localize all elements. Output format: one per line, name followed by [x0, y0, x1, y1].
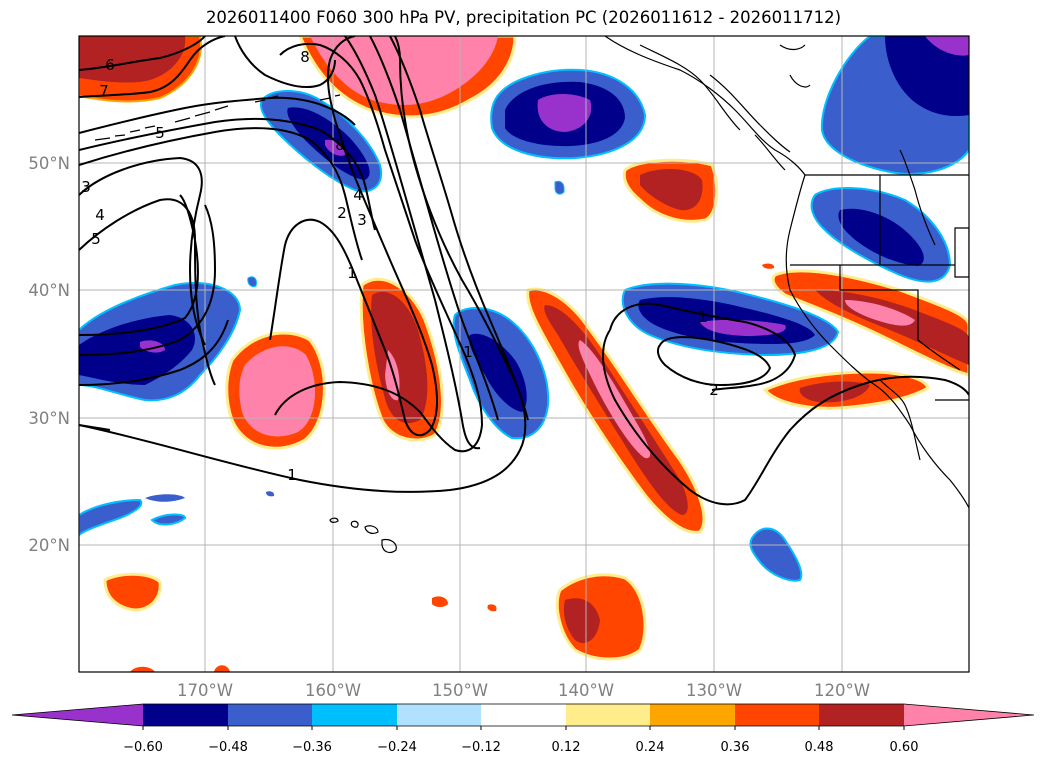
lat-label-30n: 30°N — [28, 409, 70, 428]
colorbar-segment — [143, 704, 228, 726]
lon-label-160w: 160°W — [305, 681, 361, 700]
colorbar-segment — [228, 704, 312, 726]
contour-label-4: 4 — [95, 206, 105, 224]
map-frame — [78, 35, 970, 673]
colorbar-segment — [819, 704, 904, 726]
contour-label-3b: 3 — [357, 211, 367, 229]
contour-label-2b: 2 — [709, 381, 719, 399]
colorbar-tick-label: 0.48 — [805, 740, 834, 755]
map-area: 6 7 8 5 4 5 3 8 4 3 2 1 1 2 1 1 — [79, 36, 969, 672]
colorbar-segment — [566, 704, 650, 726]
colorbar-segment — [650, 704, 735, 726]
colorbar-segment — [312, 704, 397, 726]
contour-label-2: 2 — [337, 204, 347, 222]
contour-label-4b: 4 — [353, 186, 363, 204]
longitude-labels: 170°W 160°W 150°W 140°W 130°W 120°W — [177, 681, 870, 700]
colorbar-tick-label: 0.36 — [721, 740, 750, 755]
colorbar-tick-label: −0.12 — [461, 740, 501, 755]
colorbar-tick-label: −0.24 — [377, 740, 417, 755]
contour-label-1d: 1 — [287, 466, 297, 484]
contour-label-5: 5 — [155, 124, 165, 142]
lon-label-170w: 170°W — [177, 681, 233, 700]
contour-label-8: 8 — [300, 48, 310, 66]
colorbar-segment — [481, 704, 566, 726]
colorbar-tick-label: 0.24 — [636, 740, 665, 755]
contour-label-7: 7 — [99, 82, 109, 100]
colorbar: −0.60 −0.48 −0.36 −0.24 −0.12 0.12 0.24 0.36 0.4… — [11, 703, 1035, 755]
colorbar-tick-label: 0.12 — [552, 740, 581, 755]
colorbar-tick-label: 0.60 — [890, 740, 919, 755]
colorbar-tick-label: −0.36 — [292, 740, 332, 755]
contour-label-1b: 1 — [463, 343, 473, 361]
latitude-labels: 50°N 40°N 30°N 20°N — [28, 154, 70, 555]
colorbar-ticks: −0.60 −0.48 −0.36 −0.24 −0.12 0.12 0.24 0.36 0.4… — [123, 726, 918, 755]
lon-label-150w: 150°W — [432, 681, 488, 700]
contour-label-3: 3 — [81, 178, 91, 196]
lon-label-130w: 130°W — [686, 681, 742, 700]
colorbar-segment — [397, 704, 481, 726]
contour-label-1: 1 — [347, 264, 357, 282]
lon-label-140w: 140°W — [558, 681, 614, 700]
colorbar-tick-label: −0.60 — [123, 740, 163, 755]
coastlines — [94, 36, 969, 554]
map-title: 2026011400 F060 300 hPa PV, precipitatio… — [205, 8, 842, 27]
lat-label-20n: 20°N — [28, 536, 70, 555]
contour-label-1c: 1 — [698, 308, 708, 326]
lat-label-50n: 50°N — [28, 154, 70, 173]
contour-label-5b: 5 — [91, 230, 101, 248]
contour-label-8b: 8 — [335, 136, 345, 154]
colorbar-extend-min — [12, 704, 143, 726]
lon-label-120w: 120°W — [814, 681, 870, 700]
precip-positive-areas — [79, 36, 969, 672]
contour-label-6: 6 — [105, 56, 115, 74]
colorbar-tick-label: −0.48 — [208, 740, 248, 755]
contour-labels: 6 7 8 5 4 5 3 8 4 3 2 1 1 2 1 1 — [81, 48, 719, 484]
lat-label-40n: 40°N — [28, 281, 70, 300]
colorbar-segments — [11, 703, 1035, 727]
pv-contours — [79, 36, 969, 506]
colorbar-segment — [735, 704, 819, 726]
colorbar-extend-max — [904, 704, 1034, 726]
